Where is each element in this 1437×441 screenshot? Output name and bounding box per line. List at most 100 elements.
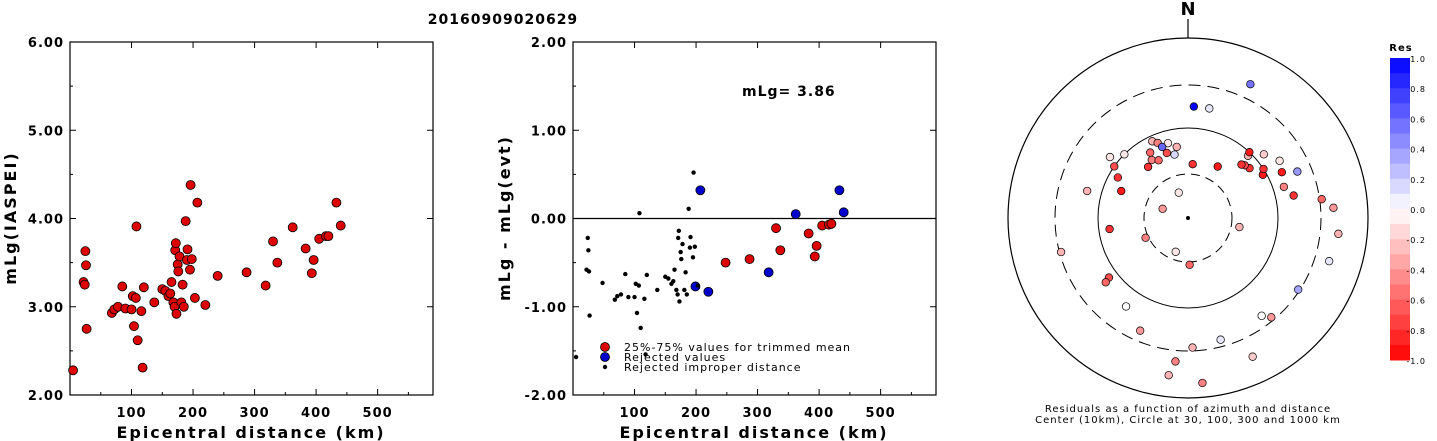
station-residual-point [1117,186,1126,196]
legend-rejected-marker [600,352,610,362]
middle-x-axis-label: Epicentral distance (km) [619,423,888,441]
improper-distance-point [587,313,592,318]
north-label: N [1180,0,1195,20]
rejected-point [838,207,849,218]
improper-distance-point [679,256,684,262]
colorbar-tick-label: -0.8 [1406,327,1426,336]
trimmed-mean-point [803,228,814,239]
magnitude-point [331,197,342,208]
improper-distance-point [612,297,618,302]
figure-title: 20160909020629 [428,12,578,28]
colorbar-cell [1390,163,1410,180]
magnitude-point [166,277,177,287]
middle-x-tick-label: 300 [743,406,773,421]
improper-distance-point [642,296,647,302]
middle-y-tick-label: 0.00 [531,213,567,228]
magnitude-point [177,279,188,290]
colorbar-cell [1390,148,1410,165]
colorbar-cell [1390,239,1410,255]
magnitude-point [186,254,197,264]
magnitude-point [200,300,211,310]
trimmed-mean-point [720,257,731,268]
magnitude-point [81,260,91,271]
station-residual-point [1136,326,1145,335]
improper-distance-point [688,234,693,240]
improper-distance-point [686,206,691,211]
station-residual-point [1170,150,1179,159]
magnitude-point [138,282,149,293]
improper-distance-point [618,292,624,297]
colorbar-cell [1390,224,1410,240]
improper-distance-point [691,170,696,175]
colorbar-cell [1390,58,1410,74]
trimmed-mean-point [826,218,837,229]
magnitude-point [180,216,191,227]
station-residual-point [1185,260,1194,269]
improper-distance-point [586,269,592,274]
improper-distance-point [680,241,685,247]
improper-distance-point [643,352,648,357]
magnitude-point [117,281,128,292]
magnitude-point [335,220,346,231]
event-magnitude-annotation: mLg= 3.86 [742,84,836,100]
polar-data-points [1056,80,1343,388]
colorbar-cell [1390,284,1410,301]
colorbar-tick-label: 0.0 [1410,206,1426,215]
trimmed-mean-point [775,245,786,256]
improper-distance-point [623,271,628,277]
colorbar-cell [1390,118,1410,134]
improper-distance-point [678,249,683,255]
magnitude-point [131,221,142,232]
improper-distance-point [632,294,637,300]
magnitude-point [260,280,271,291]
left-x-tick-label: 400 [301,406,331,421]
improper-distance-point [671,278,676,284]
left-x-axis-label: Epicentral distance (km) [116,423,385,441]
colorbar-cell [1390,209,1410,225]
improper-distance-point [573,354,579,360]
colorbar-cell [1390,314,1410,331]
magnitude-point [81,323,92,334]
circle-100km [1097,127,1279,309]
azimuth-residual-panel: N Residuals as a function of azimuth and… [1007,0,1369,426]
magnitude-point [306,268,317,279]
improper-distance-point [626,294,631,300]
trimmed-mean-point [809,251,820,262]
station-residual-point [1154,156,1163,165]
magnitude-point [185,180,196,190]
station-residual-point [1105,152,1115,162]
improper-distance-point [638,325,643,331]
middle-x-tick-label: 200 [681,406,711,421]
magnitude-point [170,238,181,249]
improper-distance-point [676,235,681,241]
improper-distance-point [677,299,682,304]
magnitude-point [80,246,91,257]
improper-distance-point [682,287,687,293]
magnitude-point [185,264,195,275]
colorbar-tick-label: 0.6 [1410,115,1426,124]
improper-distance-point [695,283,701,288]
polar-caption-line1: Residuals as a function of azimuth and d… [1045,404,1331,415]
left-x-tick-label: 300 [240,406,270,421]
legend-improper-distance-label: Rejected improper distance [624,361,802,374]
improper-distance-point [675,292,680,297]
station-residual-point [1164,371,1173,380]
magnitude-point [137,362,148,373]
legend-improper-distance-marker [602,364,608,370]
improper-distance-point [637,211,642,216]
improper-distance-point [672,267,677,272]
station-residual-point [1189,102,1198,111]
trimmed-mean-point [744,254,755,264]
station-residual-point [1158,204,1167,213]
residual-vs-distance-panel: 100 200 300 400 500 -2.00 -1.00 0.00 1.00 2.00 mL… [495,36,937,441]
station-residual-point [1101,278,1110,287]
magnitude-point [300,243,311,254]
improper-distance-point [655,287,660,293]
legend-rejected-label: Rejected values [624,351,726,364]
colorbar-tick-label: 0.2 [1410,176,1426,185]
improper-distance-point [600,280,605,286]
middle-y-tick-label: -2.00 [525,389,567,404]
legend-trimmed-marker [600,342,610,352]
middle-y-tick-label: 2.00 [531,36,567,51]
improper-distance-point [644,272,650,278]
